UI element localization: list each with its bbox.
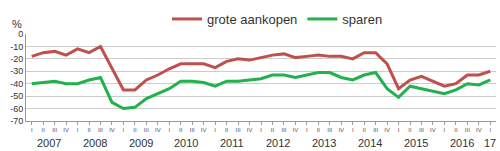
svg-text:2012: 2012 xyxy=(266,137,290,149)
svg-text:2008: 2008 xyxy=(83,137,107,149)
svg-text:2007: 2007 xyxy=(37,137,61,149)
svg-text:III: III xyxy=(373,127,378,133)
svg-text:2011: 2011 xyxy=(220,137,244,149)
svg-text:IV: IV xyxy=(155,127,161,133)
svg-text:0: 0 xyxy=(18,29,23,39)
svg-text:I: I xyxy=(31,127,33,133)
svg-text:IV: IV xyxy=(293,127,299,133)
svg-text:IV: IV xyxy=(247,127,253,133)
svg-text:II: II xyxy=(362,127,366,133)
svg-text:II: II xyxy=(225,127,229,133)
svg-text:I: I xyxy=(398,127,400,133)
svg-text:-50: -50 xyxy=(10,91,23,101)
svg-text:IV: IV xyxy=(338,127,344,133)
svg-text:IV: IV xyxy=(109,127,115,133)
svg-text:I: I xyxy=(306,127,308,133)
svg-text:IV: IV xyxy=(63,127,69,133)
svg-text:IV: IV xyxy=(476,127,482,133)
svg-text:II: II xyxy=(179,127,183,133)
svg-text:17: 17 xyxy=(484,137,496,149)
svg-text:I: I xyxy=(77,127,79,133)
svg-text:II: II xyxy=(87,127,91,133)
svg-text:IV: IV xyxy=(201,127,207,133)
svg-text:III: III xyxy=(281,127,286,133)
svg-text:-30: -30 xyxy=(10,66,23,76)
svg-text:I: I xyxy=(260,127,262,133)
svg-text:I: I xyxy=(489,127,491,133)
svg-text:grote aankopen: grote aankopen xyxy=(207,12,297,27)
svg-text:-10: -10 xyxy=(10,42,23,52)
svg-text:III: III xyxy=(465,127,470,133)
svg-text:III: III xyxy=(144,127,149,133)
svg-text:II: II xyxy=(271,127,275,133)
svg-text:2009: 2009 xyxy=(129,137,153,149)
svg-text:-20: -20 xyxy=(10,54,23,64)
svg-text:IV: IV xyxy=(384,127,390,133)
svg-text:III: III xyxy=(419,127,424,133)
svg-text:-40: -40 xyxy=(10,79,23,89)
svg-text:IV: IV xyxy=(430,127,436,133)
svg-text:%: % xyxy=(12,18,22,30)
svg-text:II: II xyxy=(317,127,321,133)
svg-text:I: I xyxy=(352,127,354,133)
svg-text:II: II xyxy=(42,127,46,133)
svg-text:2013: 2013 xyxy=(312,137,336,149)
svg-text:2016: 2016 xyxy=(450,137,474,149)
svg-text:2010: 2010 xyxy=(174,137,198,149)
svg-text:III: III xyxy=(52,127,57,133)
svg-text:-60: -60 xyxy=(10,104,23,114)
svg-text:III: III xyxy=(327,127,332,133)
svg-text:2014: 2014 xyxy=(358,137,382,149)
svg-text:I: I xyxy=(168,127,170,133)
svg-text:I: I xyxy=(444,127,446,133)
svg-text:II: II xyxy=(408,127,412,133)
svg-text:III: III xyxy=(98,127,103,133)
svg-text:2015: 2015 xyxy=(404,137,428,149)
svg-text:-70: -70 xyxy=(10,116,23,126)
svg-text:III: III xyxy=(190,127,195,133)
svg-text:I: I xyxy=(123,127,125,133)
svg-text:II: II xyxy=(133,127,137,133)
svg-text:III: III xyxy=(236,127,241,133)
svg-text:II: II xyxy=(454,127,458,133)
svg-text:sparen: sparen xyxy=(342,12,382,27)
svg-text:I: I xyxy=(214,127,216,133)
